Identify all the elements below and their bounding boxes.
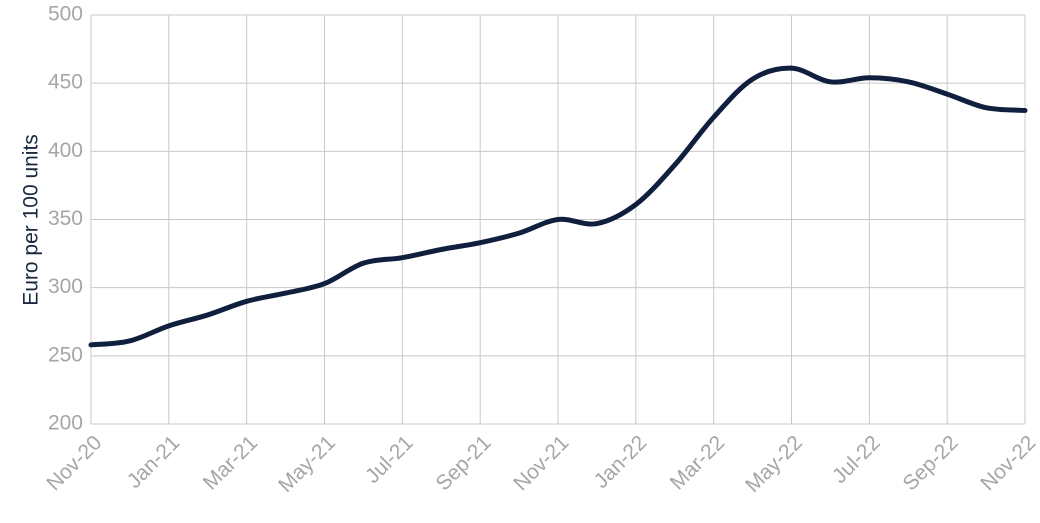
x-tick-label: Sep-22 [898,431,962,495]
y-tick-label: 200 [48,412,83,435]
x-tick-label: May-21 [274,431,340,497]
y-tick-label: 450 [48,71,83,94]
x-tick-label: Mar-21 [199,431,262,494]
y-axis-label: Euro per 100 units [20,134,43,306]
x-tick-label: Jan-22 [590,431,652,493]
x-tick-label: Jul-22 [828,431,885,488]
x-tick-label: Mar-22 [666,431,729,494]
x-tick-label: Sep-21 [431,431,495,495]
x-tick-label: Jan-21 [123,431,185,493]
x-tick-label: May-22 [741,431,807,497]
y-tick-label: 500 [48,3,83,26]
line [88,65,1028,348]
x-tick-label: Nov-20 [42,431,106,495]
x-tick-label: Jul-21 [361,431,418,488]
x-tick-label: Nov-21 [509,431,573,495]
y-tick-label: 350 [48,207,83,230]
y-tick-label: 400 [48,139,83,162]
y-tick-label: 250 [48,343,83,366]
y-tick-label: 300 [48,275,83,298]
x-tick-label: Nov-22 [976,431,1040,495]
